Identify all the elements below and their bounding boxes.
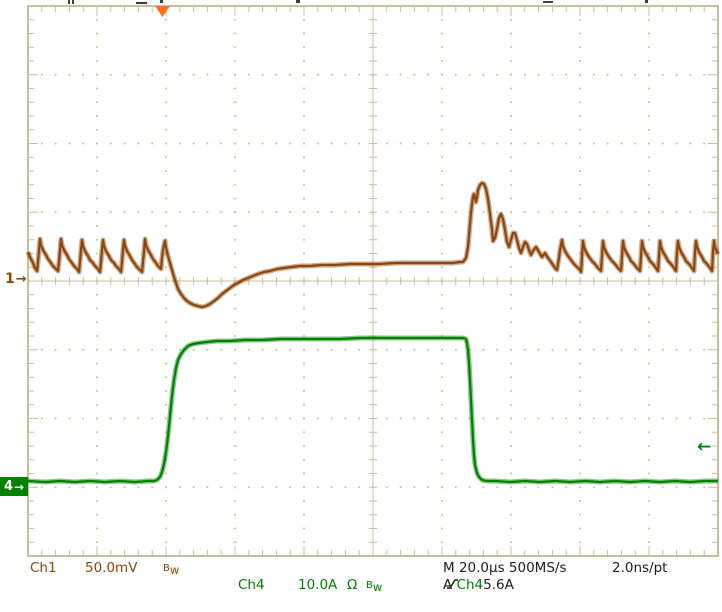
cropped-header-fragment [160,0,163,3]
ch1-position-label: 1 [5,271,15,287]
ch4-bandwidth-badge: Bw [366,578,382,595]
ch4-coupling-ohm: Ω [347,577,358,593]
ch4-readout-label: Ch4 [238,577,265,593]
bandwidth-b: B [366,580,373,591]
ch1-readout-label: Ch1 [30,560,57,576]
trigger-position-marker [155,6,170,17]
timebase-readout: M 20.0µs 500MS/s [443,560,567,576]
right-arrow-icon: → [14,479,25,494]
ch4-position-label: 4 [4,479,14,494]
sample-resolution-readout: 2.0ns/pt [612,560,668,576]
bandwidth-w: w [372,580,383,594]
cropped-header-fragment [645,0,648,3]
cropped-header-fragment [296,0,300,3]
trigger-readout: A Ch4 5.6A [443,578,514,593]
ch1-bandwidth-badge: Bw [163,561,179,578]
ch4-position-marker: 4 → [0,477,28,496]
trigger-mode: A [443,577,453,593]
trigger-source: Ch4 [456,577,484,593]
bandwidth-w: w [169,563,180,577]
ch1-position-marker: 1→ [5,271,27,287]
trigger-level: 5.6A [483,577,514,593]
trigger-level-arrow-icon: ← [697,437,712,457]
cropped-header-fragment [68,0,70,4]
right-arrow-icon: → [15,272,27,287]
rising-edge-icon [447,579,458,589]
cropped-header-fragment [543,1,553,3]
ch4-scale-readout: 10.0A [298,577,338,593]
bandwidth-b: B [163,563,170,574]
ch1-scale-readout: 50.0mV [85,560,138,576]
cropped-header-fragment [72,0,74,4]
cropped-header-fragment [136,2,147,4]
